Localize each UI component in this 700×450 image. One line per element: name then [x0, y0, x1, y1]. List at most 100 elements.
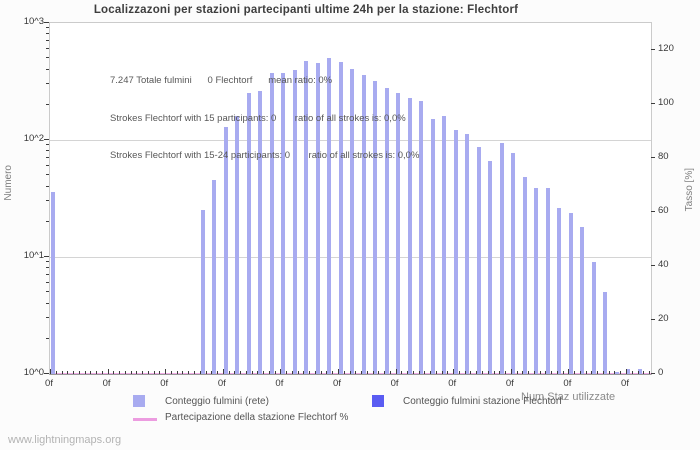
- x-major-tick: [222, 369, 224, 374]
- x-major-tick: [568, 369, 570, 374]
- network-bar: [523, 177, 527, 374]
- left-minor-tick: [46, 157, 49, 159]
- right-tick-label: 120: [658, 43, 674, 54]
- x-minor-tick: [217, 371, 219, 374]
- x-minor-tick: [637, 371, 639, 374]
- right-tick-mark: [651, 157, 655, 158]
- x-tick-label: 0f: [45, 378, 53, 389]
- network-bar: [500, 142, 504, 374]
- x-major-tick: [107, 369, 109, 374]
- x-minor-tick: [430, 371, 432, 374]
- left-minor-tick: [46, 267, 49, 269]
- right-tick-mark: [651, 103, 655, 104]
- x-minor-tick: [447, 371, 449, 374]
- x-major-tick: [453, 369, 455, 374]
- left-minor-tick: [46, 200, 49, 202]
- x-tick-label: 0f: [102, 378, 111, 389]
- left-minor-tick: [46, 165, 49, 166]
- network-bar: [258, 91, 262, 374]
- right-tick-mark: [651, 49, 655, 50]
- network-bar: [350, 69, 354, 374]
- x-minor-tick: [291, 371, 293, 374]
- network-bar: [626, 369, 630, 374]
- left-minor-tick: [46, 144, 49, 146]
- right-tick-mark: [651, 211, 655, 212]
- x-minor-tick: [574, 371, 576, 374]
- x-minor-tick: [464, 371, 466, 374]
- x-minor-tick: [119, 371, 121, 374]
- left-minor-tick: [46, 103, 49, 105]
- x-minor-tick: [124, 371, 126, 374]
- x-minor-tick: [176, 371, 178, 374]
- network-bar: [477, 146, 481, 374]
- x-minor-tick: [228, 371, 230, 374]
- network-bar: [327, 58, 331, 374]
- left-major-tick: [44, 22, 49, 23]
- x-minor-tick: [579, 371, 581, 374]
- x-minor-tick: [159, 371, 161, 374]
- legend-label-network: Conteggio fulmini (rete): [165, 396, 269, 407]
- left-minor-tick: [46, 68, 49, 70]
- x-minor-tick: [407, 371, 409, 374]
- x-minor-tick: [320, 371, 322, 374]
- right-tick-mark: [651, 319, 655, 320]
- network-bar: [270, 72, 274, 374]
- x-minor-tick: [608, 371, 610, 374]
- network-bar: [615, 371, 619, 374]
- left-tick-label: 10^3: [23, 16, 44, 27]
- x-minor-tick: [188, 371, 190, 374]
- x-minor-tick: [366, 371, 368, 374]
- x-minor-tick: [199, 371, 201, 374]
- network-bar: [396, 93, 400, 374]
- x-tick-label: 0f: [448, 378, 457, 389]
- left-minor-tick: [46, 302, 49, 304]
- network-bar: [546, 187, 550, 374]
- x-major-tick: [165, 369, 167, 374]
- x-tick-label: 0f: [217, 378, 226, 389]
- network-bar: [454, 129, 458, 374]
- x-tick-label: 0f: [563, 378, 572, 389]
- x-minor-tick: [136, 371, 138, 374]
- left-minor-tick: [46, 291, 49, 293]
- left-minor-tick: [46, 27, 49, 29]
- left-minor-tick: [46, 57, 49, 59]
- x-major-tick: [510, 369, 512, 374]
- x-major-tick: [395, 369, 397, 374]
- x-major-tick: [50, 369, 51, 374]
- legend-swatch-network: [133, 395, 145, 407]
- x-minor-tick: [257, 371, 259, 374]
- x-minor-tick: [412, 371, 414, 374]
- right-axis-title: Tasso [%]: [684, 168, 695, 212]
- x-minor-tick: [631, 371, 633, 374]
- x-minor-tick: [240, 371, 242, 374]
- x-tick-label: 0f: [390, 378, 399, 389]
- x-minor-tick: [372, 371, 374, 374]
- right-tick-label: 0: [658, 367, 664, 378]
- x-minor-tick: [182, 371, 184, 374]
- right-tick-label: 100: [658, 97, 674, 108]
- left-minor-tick: [46, 317, 49, 319]
- annotation-15-24-participants: Strokes Flechtorf with 15-24 participant…: [110, 150, 420, 161]
- x-minor-tick: [487, 371, 489, 374]
- x-minor-tick: [614, 371, 616, 374]
- x-minor-tick: [424, 371, 426, 374]
- x-minor-tick: [649, 371, 651, 374]
- right-tick-mark: [651, 265, 655, 266]
- x-minor-tick: [90, 371, 92, 374]
- x-minor-tick: [620, 371, 622, 374]
- left-minor-tick: [46, 40, 49, 42]
- legend-swatch-station: [372, 395, 384, 407]
- x-minor-tick: [591, 371, 593, 374]
- x-minor-tick: [130, 371, 132, 374]
- x-minor-tick: [516, 371, 518, 374]
- stats-annotations: 7.247 Totale fulmini 0 Flechtorf mean ra…: [110, 50, 419, 188]
- x-minor-tick: [251, 371, 253, 374]
- x-minor-tick: [418, 371, 420, 374]
- x-tick-label: 0f: [275, 378, 284, 389]
- network-bar: [408, 98, 412, 374]
- x-minor-tick: [522, 371, 524, 374]
- x-minor-tick: [234, 371, 236, 374]
- x-minor-tick: [533, 371, 535, 374]
- x-minor-tick: [499, 371, 501, 374]
- network-bar: [419, 100, 423, 374]
